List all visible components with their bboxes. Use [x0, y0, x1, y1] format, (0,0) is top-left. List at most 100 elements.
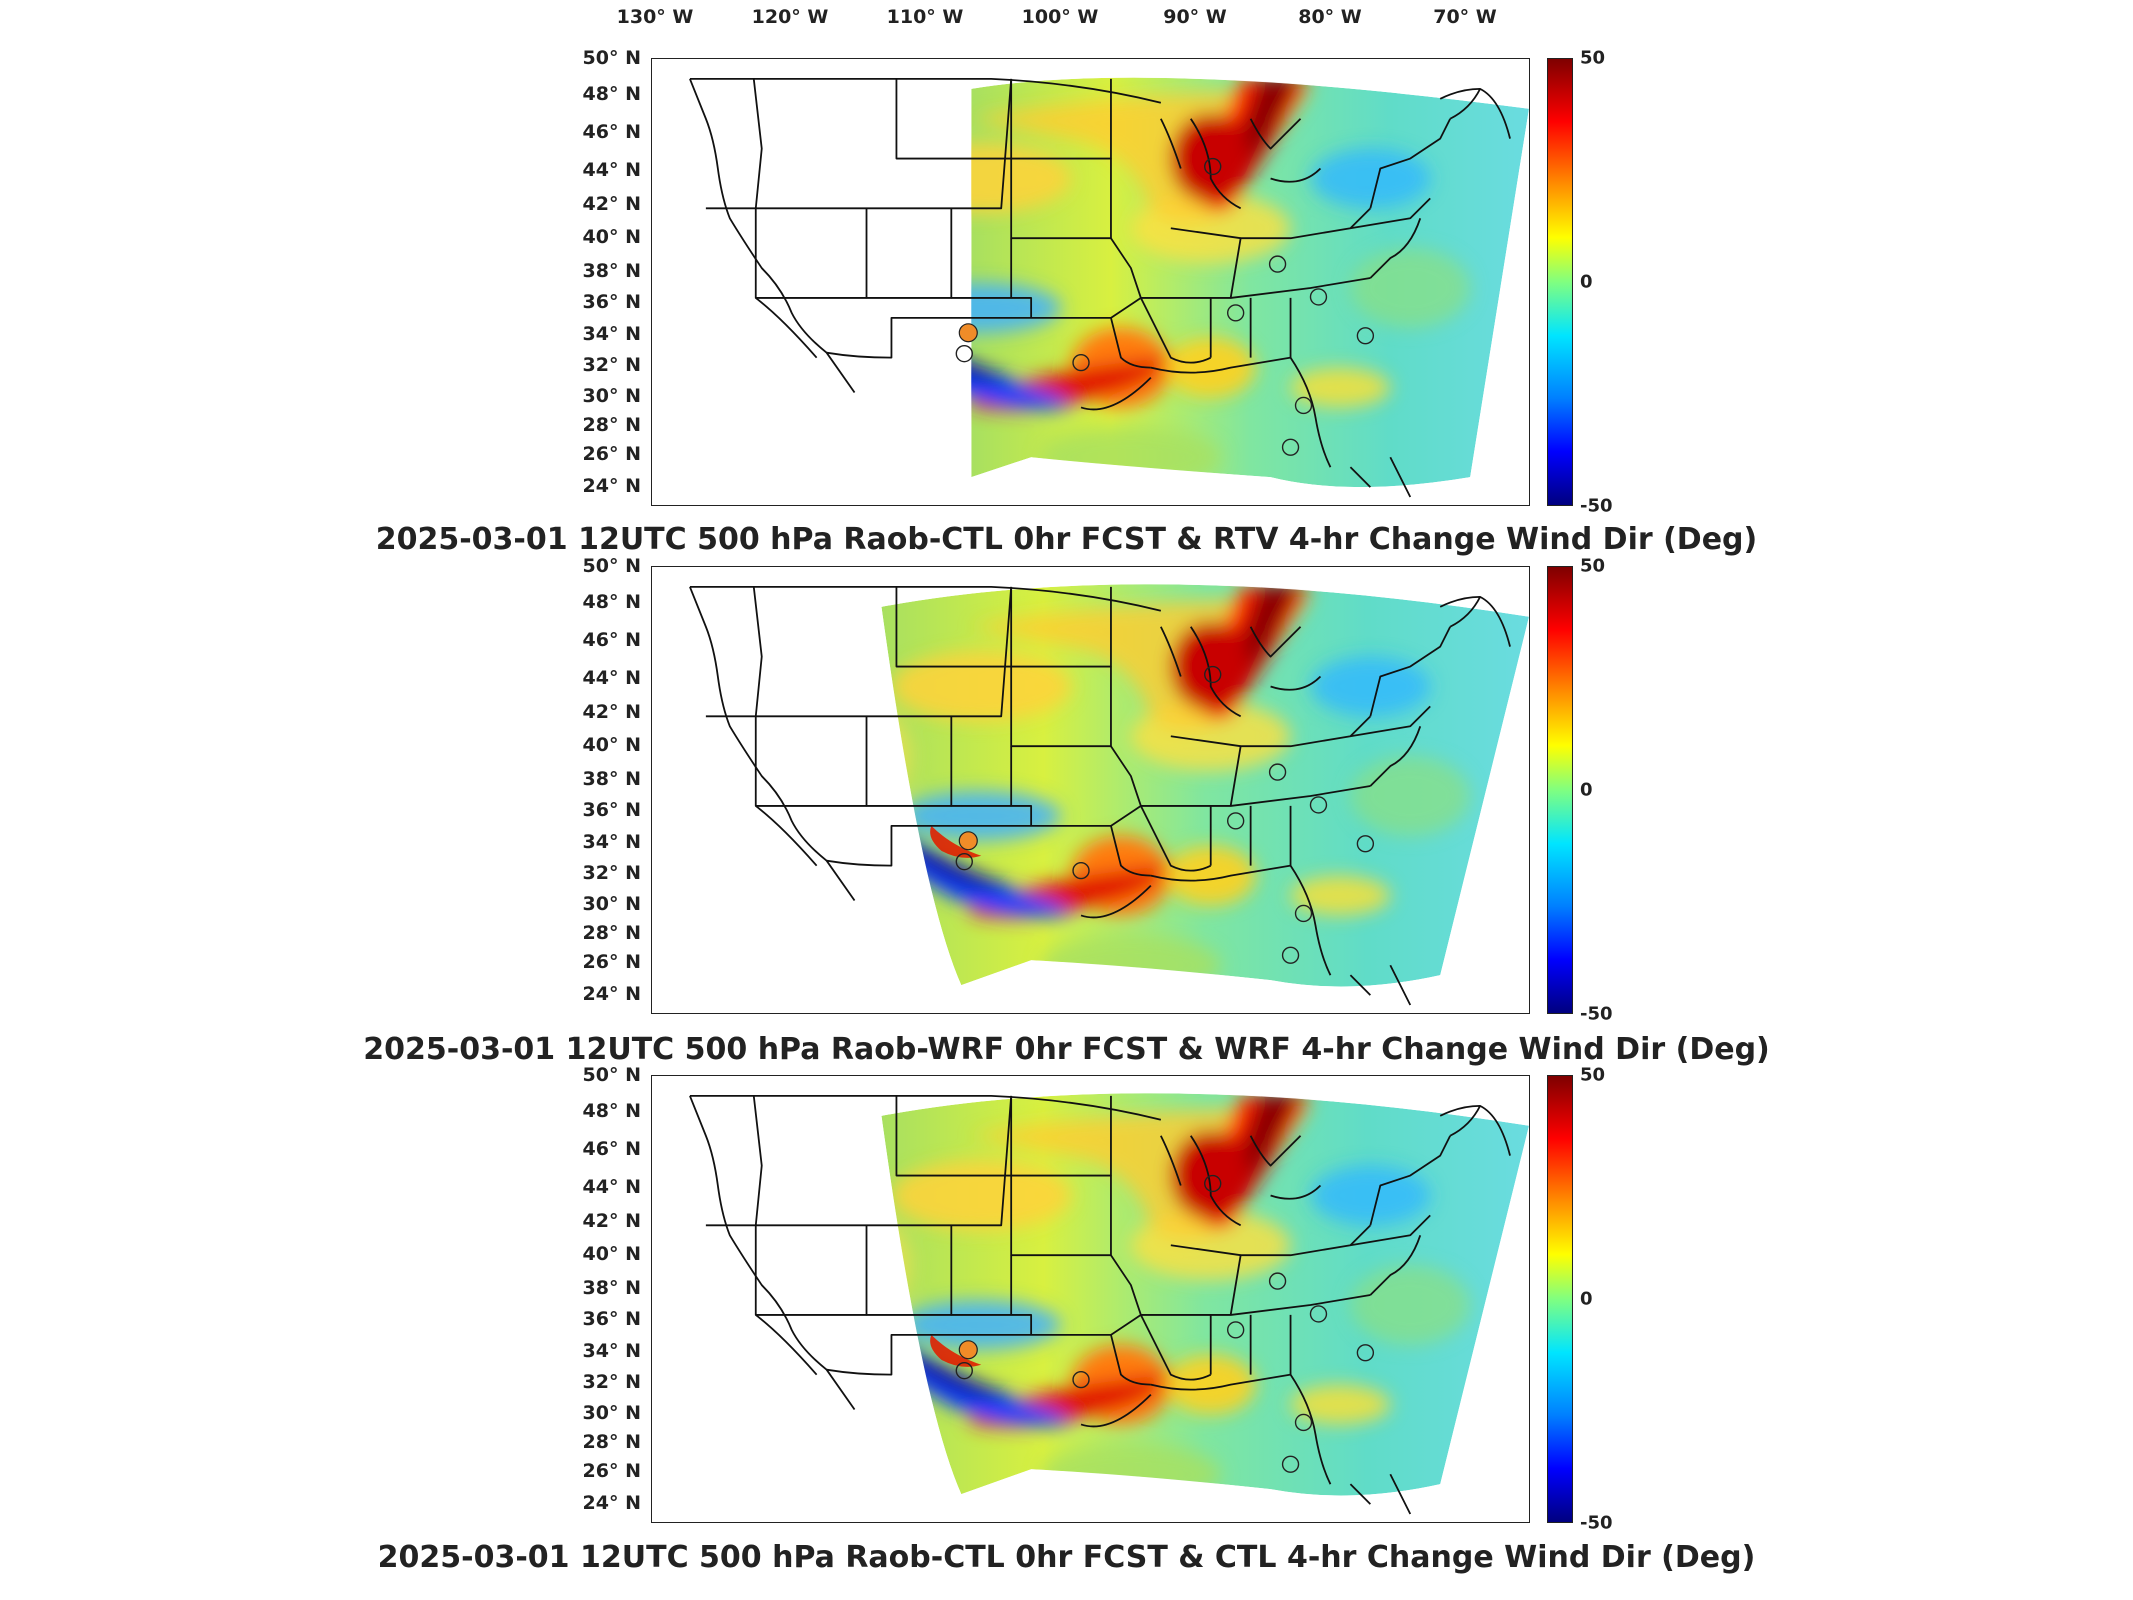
- lat-label: 34° N: [582, 830, 641, 853]
- station-marker: [1309, 1305, 1328, 1323]
- lat-label: 48° N: [582, 1099, 641, 1122]
- lat-label: 40° N: [582, 1243, 641, 1266]
- station-marker: [1294, 1413, 1313, 1432]
- colorbar-tick-label: -50: [1580, 1512, 1613, 1534]
- station-marker: [1294, 904, 1313, 923]
- station-marker: [955, 1362, 973, 1380]
- lat-label: 30° N: [582, 893, 641, 916]
- lat-label: 38° N: [582, 767, 641, 790]
- wind-direction-change-field: [689, 1093, 1529, 1515]
- colorbar: [1547, 1075, 1573, 1523]
- station-marker: [1281, 438, 1300, 456]
- lat-label: 28° N: [582, 1431, 641, 1454]
- lat-label: 38° N: [582, 1276, 641, 1299]
- lat-label: 30° N: [582, 385, 641, 408]
- colorbar-tick-label: 0: [1580, 271, 1593, 293]
- colorbar-tick-label: -50: [1580, 1003, 1613, 1025]
- station-marker: [1356, 1344, 1375, 1362]
- wind-direction-change-field: [689, 77, 1529, 498]
- lat-label: 50° N: [582, 47, 641, 69]
- station-marker: [1204, 665, 1222, 684]
- station-marker: [1072, 353, 1090, 372]
- lon-label: 130° W: [616, 6, 694, 28]
- colorbar-tick-label: -50: [1580, 495, 1613, 517]
- lat-label: 24° N: [582, 982, 641, 1005]
- lat-label: 46° N: [582, 120, 641, 143]
- station-marker: [1072, 1370, 1090, 1389]
- lat-label: 24° N: [582, 474, 641, 497]
- lat-label: 26° N: [582, 443, 641, 466]
- station-marker: [1294, 396, 1313, 415]
- lat-label: 38° N: [582, 259, 641, 282]
- lat-label: 42° N: [582, 192, 641, 215]
- lat-label: 28° N: [582, 922, 641, 945]
- station-marker: [1226, 304, 1245, 322]
- lat-label: 32° N: [582, 353, 641, 376]
- map-plot: [651, 566, 1530, 1014]
- panel-caption: 2025-03-01 12UTC 500 hPa Raob-CTL 0hr FC…: [375, 522, 1758, 557]
- station-marker: [1204, 157, 1222, 176]
- lat-label: 32° N: [582, 861, 641, 884]
- lat-label: 42° N: [582, 700, 641, 723]
- station-marker: [1281, 946, 1300, 964]
- colorbar: [1547, 566, 1573, 1014]
- lon-label: 80° W: [1298, 6, 1362, 28]
- lat-label: 42° N: [582, 1209, 641, 1232]
- lon-label: 70° W: [1433, 6, 1497, 28]
- station-marker: [1204, 1174, 1222, 1193]
- lat-label: 36° N: [582, 1308, 641, 1331]
- lat-label: 40° N: [582, 734, 641, 757]
- lat-label: 46° N: [582, 1137, 641, 1160]
- highlighted-station-marker: [958, 323, 978, 343]
- map-plot: [651, 1075, 1530, 1523]
- station-marker: [1281, 1455, 1300, 1473]
- station-marker: [1268, 1272, 1287, 1290]
- lat-label: 44° N: [582, 1176, 641, 1198]
- panel-caption: 2025-03-01 12UTC 500 hPa Raob-CTL 0hr FC…: [377, 1540, 1756, 1575]
- station-marker: [1226, 1321, 1245, 1339]
- lat-label: 26° N: [582, 1460, 641, 1483]
- lat-label: 44° N: [582, 667, 641, 689]
- lon-label: 120° W: [751, 6, 829, 28]
- station-marker: [1268, 763, 1287, 781]
- lat-label: 34° N: [582, 322, 641, 345]
- lat-label: 30° N: [582, 1402, 641, 1425]
- lat-label: 46° N: [582, 628, 641, 651]
- station-marker: [1356, 327, 1375, 345]
- colorbar-tick-label: 50: [1580, 47, 1606, 69]
- station-marker: [1268, 255, 1287, 273]
- lat-label: 26° N: [582, 951, 641, 974]
- lat-label: 36° N: [582, 799, 641, 822]
- station-marker: [1309, 796, 1328, 814]
- station-marker: [1309, 288, 1328, 306]
- lat-label: 50° N: [582, 1064, 641, 1086]
- lat-label: 48° N: [582, 82, 641, 105]
- lat-label: 28° N: [582, 414, 641, 437]
- lon-label: 110° W: [886, 6, 964, 28]
- panel-caption: 2025-03-01 12UTC 500 hPa Raob-WRF 0hr FC…: [363, 1032, 1770, 1067]
- lat-label: 40° N: [582, 226, 641, 249]
- wind-direction-change-field: [689, 584, 1529, 1006]
- station-marker: [1072, 861, 1090, 880]
- colorbar-tick-label: 50: [1580, 555, 1606, 577]
- lat-label: 24° N: [582, 1491, 641, 1514]
- colorbar: [1547, 58, 1573, 506]
- lon-label: 90° W: [1163, 6, 1227, 28]
- station-marker: [1226, 812, 1245, 830]
- highlighted-station-marker: [958, 831, 978, 851]
- colorbar-tick-label: 0: [1580, 779, 1593, 801]
- colorbar-tick-label: 0: [1580, 1288, 1593, 1310]
- lat-label: 36° N: [582, 291, 641, 314]
- lat-label: 50° N: [582, 555, 641, 577]
- station-marker: [955, 345, 973, 363]
- lat-label: 32° N: [582, 1370, 641, 1393]
- highlighted-station-marker: [958, 1340, 978, 1360]
- map-plot: [651, 58, 1530, 506]
- lat-label: 48° N: [582, 590, 641, 613]
- lon-label: 100° W: [1021, 6, 1099, 28]
- station-marker: [955, 853, 973, 871]
- station-marker: [1356, 835, 1375, 853]
- lat-label: 44° N: [582, 159, 641, 181]
- lat-label: 34° N: [582, 1339, 641, 1362]
- colorbar-tick-label: 50: [1580, 1064, 1606, 1086]
